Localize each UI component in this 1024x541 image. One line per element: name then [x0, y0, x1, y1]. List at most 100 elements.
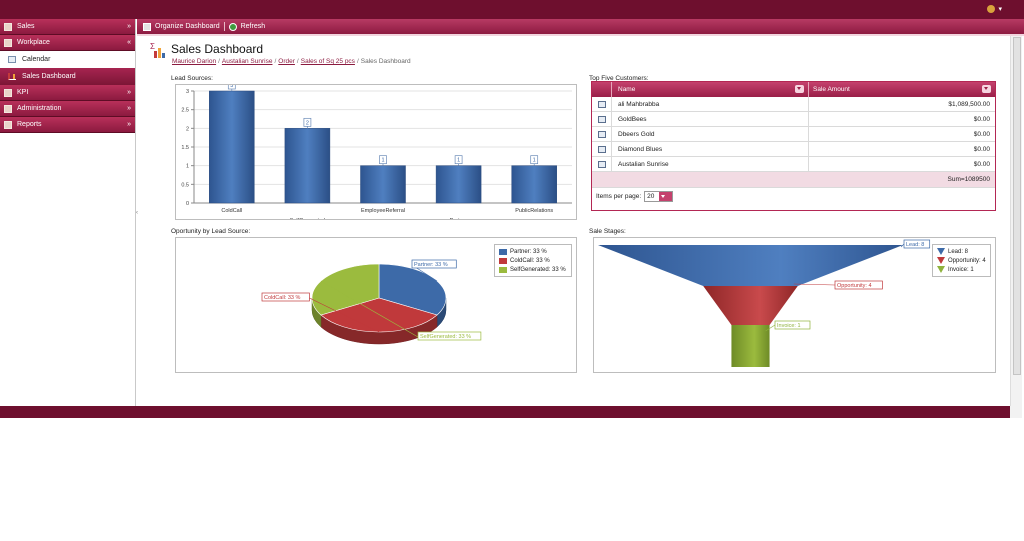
organize-dashboard-button[interactable]: Organize Dashboard	[155, 23, 220, 30]
funnel-label-box	[774, 320, 811, 330]
grid-header-name-label: Name	[618, 86, 636, 93]
reports-icon	[4, 121, 12, 129]
pie-label: ColdCall: 33 %	[264, 295, 300, 301]
filter-icon[interactable]	[982, 85, 991, 93]
sale-amount: $0.00	[973, 116, 990, 123]
sidebar-section-label: Administration	[17, 105, 62, 112]
legend-item: SelfGenerated: 33 %	[499, 265, 567, 274]
breadcrumb-link[interactable]: Sales of Sq 25 pcs	[300, 58, 355, 65]
legend-item: Lead: 8	[937, 247, 986, 256]
edit-icon[interactable]	[598, 146, 606, 153]
data-label: 1	[457, 158, 460, 164]
sidebar-section-label: Reports	[17, 121, 42, 128]
bar-chart-icon	[8, 73, 16, 80]
customer-name: Dbeers Gold	[612, 127, 809, 141]
sale-stages-chart: Lead: 8 Opportunity: 4 Invoice: 1	[598, 239, 931, 367]
table-row[interactable]: GoldBees $0.00	[592, 112, 995, 127]
lead-sources-chart: 0 0.5 1 1.5 2 2.5 3 3 ColdCall 2 SelfGenerated 1 Emp…	[181, 80, 572, 224]
breadcrumb-link[interactable]: Austalian Sunrise	[221, 58, 273, 65]
funnel-icon	[937, 266, 945, 273]
data-label: 2	[306, 120, 309, 126]
sidebar-item-calendar[interactable]: Calendar	[0, 51, 135, 68]
legend-item: Opportunity: 4	[937, 256, 986, 265]
toolbar-strip	[137, 34, 1024, 36]
filter-icon[interactable]	[795, 85, 804, 93]
y-tick-label: 2	[186, 126, 189, 132]
sidebar-item-label: Calendar	[22, 56, 51, 63]
grid-header-amount[interactable]: Sale Amount	[809, 82, 995, 97]
sidebar-section-sales[interactable]: Sales »	[0, 19, 135, 35]
refresh-button[interactable]: Refresh	[240, 23, 266, 30]
breadcrumb: Maurice Darion / Austalian Sunrise / Order / S…	[172, 58, 411, 65]
grid-header-name[interactable]: Name	[612, 82, 809, 97]
breadcrumb-link[interactable]: Maurice Darion	[172, 58, 217, 65]
kpi-icon	[4, 89, 12, 97]
funnel-segment	[598, 245, 903, 286]
chevron-down-icon: ▾	[998, 6, 1002, 13]
chevron-expand-icon: »	[127, 121, 131, 128]
user-menu[interactable]: ▾	[987, 5, 1002, 13]
sidebar-section-reports[interactable]: Reports »	[0, 117, 135, 133]
sale-amount: $1,089,500.00	[948, 101, 990, 108]
breadcrumb-current: Sales Dashboard	[360, 58, 411, 65]
funnel-label: Invoice: 1	[777, 323, 801, 329]
funnel-label-box	[903, 239, 931, 249]
sidebar: Sales » Workplace « Calendar Sales Dashb…	[0, 19, 136, 406]
grid-pager: Items per page: 20	[592, 188, 995, 205]
sidebar-item-sales-dashboard[interactable]: Sales Dashboard	[0, 68, 135, 85]
scrollbar-down-arrow[interactable]	[1010, 406, 1022, 418]
pie-legend: Partner: 33 % ColdCall: 33 % SelfGenerat…	[494, 244, 572, 277]
opportunity-title: Oportunity by Lead Source:	[171, 228, 251, 235]
customer-name: ali Mahbrabba	[612, 97, 809, 111]
bar	[209, 90, 255, 204]
vertical-scrollbar[interactable]	[1010, 36, 1022, 406]
table-row[interactable]: Dbeers Gold $0.00	[592, 127, 995, 142]
legend-item: Partner: 33 %	[499, 247, 567, 256]
organize-icon	[143, 22, 151, 31]
sales-icon	[4, 23, 12, 31]
data-label-box	[454, 155, 463, 165]
funnel-label-leader	[765, 324, 776, 332]
workplace-icon	[4, 39, 12, 47]
customer-name: GoldBees	[612, 112, 809, 126]
legend-swatch	[499, 248, 507, 255]
x-tick-label: SelfGenerated	[290, 218, 325, 219]
sidebar-section-workplace[interactable]: Workplace «	[0, 35, 135, 51]
page-title: Sales Dashboard	[171, 42, 264, 56]
sidebar-section-label: Sales	[17, 23, 35, 30]
edit-icon[interactable]	[598, 116, 606, 123]
funnel-label: Lead: 8	[906, 242, 924, 248]
y-tick-label: 1	[186, 164, 189, 170]
table-row[interactable]: Diamond Blues $0.00	[592, 142, 995, 157]
scrollbar-thumb[interactable]	[1013, 37, 1021, 375]
table-row[interactable]: ali Mahbrabba $1,089,500.00	[592, 97, 995, 112]
sale-stages-title: Sale Stages:	[589, 228, 626, 235]
chevron-expand-icon: »	[127, 105, 131, 112]
funnel-label-leader	[900, 243, 905, 248]
breadcrumb-link[interactable]: Order	[278, 58, 295, 65]
table-row[interactable]: Austalian Sunrise $0.00	[592, 157, 995, 172]
legend-label: Opportunity: 4	[948, 257, 986, 264]
dashboard-content: Σ Sales Dashboard Maurice Darion / Austali…	[139, 36, 1008, 406]
pie-label-leader	[320, 280, 419, 338]
edit-icon[interactable]	[598, 131, 606, 138]
legend-label: SelfGenerated: 33 %	[510, 266, 566, 273]
splitter-handle[interactable]: ‹	[136, 210, 138, 216]
items-per-page-select[interactable]: 20	[644, 191, 674, 202]
sidebar-section-kpi[interactable]: KPI »	[0, 85, 135, 101]
sidebar-section-administration[interactable]: Administration »	[0, 101, 135, 117]
data-label-box	[379, 155, 387, 165]
funnel-segment	[703, 286, 798, 325]
chevron-expand-icon: »	[127, 23, 131, 30]
x-tick-label: PublicRelations	[515, 208, 553, 214]
edit-icon[interactable]	[598, 101, 606, 108]
sale-amount: $0.00	[973, 131, 990, 138]
sale-amount: $0.00	[973, 161, 990, 168]
legend-swatch	[499, 257, 507, 264]
legend-item: Invoice: 1	[937, 265, 986, 274]
grid-header-amount-label: Sale Amount	[813, 86, 850, 93]
edit-icon[interactable]	[598, 161, 606, 168]
grid-sum: Sum=1089500	[592, 172, 995, 188]
sidebar-section-label: Workplace	[17, 39, 50, 46]
